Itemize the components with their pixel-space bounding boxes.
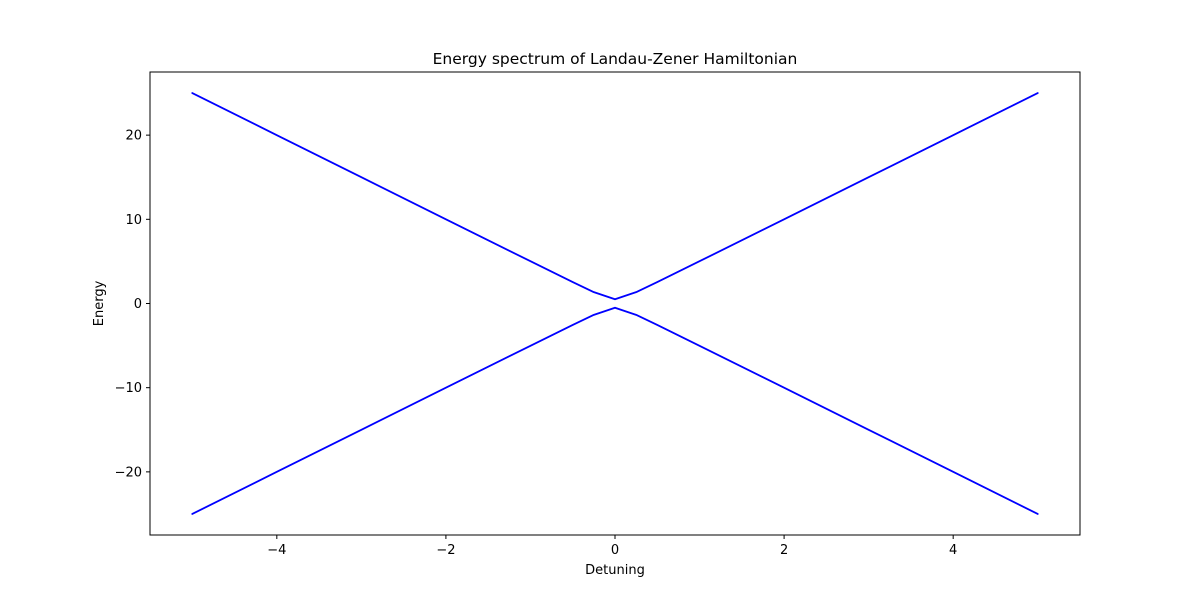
x-tick-label: −2 [436,543,455,558]
x-tick-label: 2 [780,543,788,558]
x-tick-label: −4 [267,543,286,558]
y-axis: −20 −10 0 10 20 [115,129,150,480]
x-tick-label: 0 [611,543,619,558]
series-line-2 [191,306,1039,515]
x-tick-label: 4 [949,543,957,558]
y-tick-label: 20 [125,129,142,144]
plot-area [191,92,1039,515]
x-axis-label: Detuning [585,563,645,578]
x-axis: −4 −2 0 2 4 [267,535,957,558]
y-tick-label: 0 [134,297,142,312]
y-axis-label: Energy [92,280,107,326]
series-line-1 [191,92,1039,301]
chart-title: Energy spectrum of Landau-Zener Hamilton… [433,50,798,68]
y-tick-label: −20 [115,465,142,480]
y-tick-label: −10 [115,381,142,396]
y-tick-label: 10 [125,213,142,228]
